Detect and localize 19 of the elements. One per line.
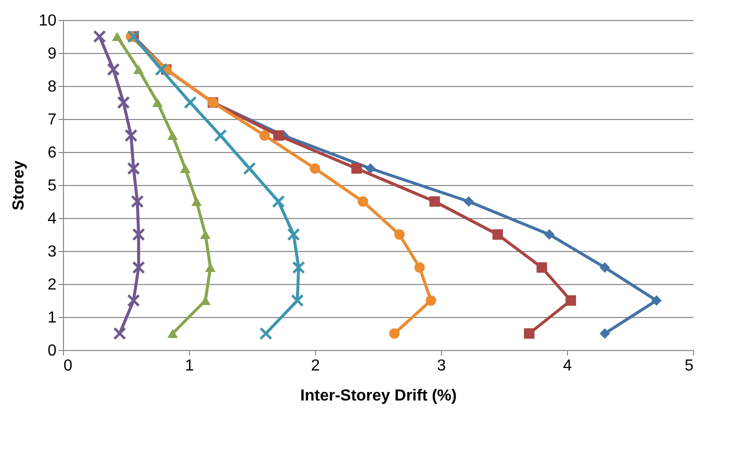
x-axis-title: Inter-Storey Drift (%): [300, 388, 457, 404]
y-tick-label: 4: [48, 210, 57, 228]
y-tick-label: 10: [38, 12, 57, 30]
y-tick-label: 2: [48, 276, 57, 294]
y-tick-label: 3: [48, 244, 57, 260]
y-tick-label: 1: [48, 310, 57, 326]
x-tick-label: 0: [64, 358, 72, 374]
x-tick-label: 3: [437, 358, 446, 374]
y-tick-label: 6: [48, 144, 57, 162]
x-tick-label: 4: [563, 358, 572, 374]
y-tick-label: 9: [48, 46, 57, 62]
y-tick-label: 5: [48, 178, 57, 194]
x-tick-label: 2: [311, 358, 320, 374]
y-axis-title: Storey: [10, 160, 28, 210]
y-tick-label: 8: [48, 78, 57, 96]
x-tick-label: 5: [684, 358, 694, 374]
y-tick-label: 7: [48, 112, 57, 128]
x-tick-label: 1: [185, 358, 194, 374]
y-tick-label: 0: [48, 342, 57, 360]
